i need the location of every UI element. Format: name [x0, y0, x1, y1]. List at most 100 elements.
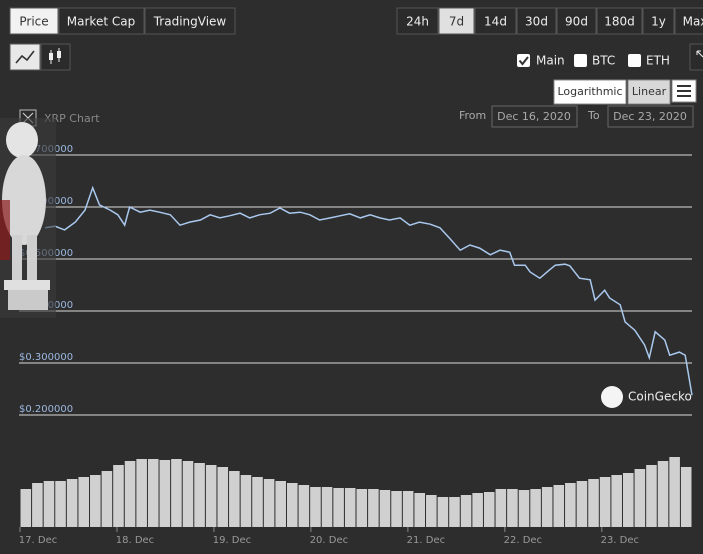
volume-bar [495, 489, 507, 527]
checkbox[interactable] [517, 54, 530, 67]
volume-bar [217, 467, 229, 527]
x-tick-label: 18. Dec [116, 535, 154, 546]
volume-bar [599, 477, 611, 527]
volume-bar [159, 460, 171, 527]
volume-bar [414, 493, 426, 527]
volume-bar [344, 488, 356, 527]
volume-bar [576, 481, 588, 527]
checkbox[interactable] [574, 54, 587, 67]
volume-bar [136, 459, 147, 527]
volume-bar [240, 475, 252, 527]
checkbox[interactable] [628, 54, 641, 67]
x-tick-label: 19. Dec [213, 535, 251, 546]
x-tick-label: 20. Dec [310, 535, 348, 546]
line-icon-button[interactable] [9, 43, 41, 71]
range-button[interactable] [674, 7, 703, 35]
line-icon [15, 50, 35, 64]
log-button[interactable] [553, 79, 627, 105]
volume-bar [321, 487, 333, 527]
logo: CoinGecko [601, 386, 692, 408]
volume-bar [634, 469, 646, 527]
scale-label: Linear [632, 85, 667, 98]
volume-bar [182, 461, 194, 527]
volume-bar [229, 471, 240, 527]
volume-bar [518, 490, 530, 527]
volume-bar [507, 489, 518, 527]
volume-bar [78, 477, 90, 527]
range-button[interactable] [556, 7, 597, 35]
range-label: Max [683, 15, 703, 29]
range-button[interactable] [642, 7, 675, 35]
x-tick-label: 22. Dec [504, 535, 542, 546]
range-label: 90d [565, 15, 588, 29]
volume-bar [20, 489, 32, 527]
scale-label: Logarithmic [557, 85, 622, 98]
tab-label: Price [19, 15, 48, 29]
volume-bar [286, 483, 298, 527]
linear-button[interactable] [627, 79, 671, 105]
volume-bar [310, 487, 321, 527]
to-label: To [587, 109, 600, 122]
volume-bar [298, 485, 310, 527]
range-label: 180d [604, 15, 635, 29]
tab[interactable] [58, 7, 145, 35]
range-button[interactable] [396, 7, 439, 35]
volume-bar [194, 463, 205, 527]
tab-label: TradingView [153, 15, 227, 29]
date-input[interactable] [607, 105, 694, 128]
series-label: XRP Chart [44, 112, 100, 125]
volume-bar [669, 457, 680, 527]
volume-bar [379, 490, 391, 527]
price-line [45, 185, 693, 396]
range-button[interactable] [596, 7, 643, 35]
date-value: Dec 16, 2020 [497, 110, 571, 123]
volume-bar [460, 495, 472, 527]
x-tick-label: 21. Dec [407, 535, 445, 546]
volume-bar [171, 459, 182, 527]
candle-icon-button[interactable] [40, 43, 71, 71]
volume-bar [483, 492, 495, 527]
volume-bar [205, 465, 217, 527]
volume-bar [437, 497, 449, 527]
volume-bar [368, 489, 379, 527]
x-tick-label: 23. Dec [601, 535, 639, 546]
volume-bar [426, 495, 437, 527]
statue-image [0, 118, 56, 318]
check-label: BTC [592, 54, 615, 68]
volume-bar [90, 475, 101, 527]
volume-bar [611, 475, 622, 527]
date-input[interactable] [491, 105, 578, 128]
volume-bar [147, 459, 159, 527]
range-button[interactable] [474, 7, 517, 35]
tab[interactable] [144, 7, 236, 35]
volume-bar [333, 488, 344, 527]
y-tick-label: $0.200000 [19, 404, 73, 415]
from-label: From [459, 109, 486, 122]
range-label: 14d [484, 15, 507, 29]
volume-bar [402, 491, 414, 527]
volume-bar [113, 465, 124, 527]
volume-bar [32, 483, 43, 527]
volume-bar [55, 481, 66, 527]
volume-bar [391, 491, 402, 527]
tab[interactable] [9, 7, 59, 35]
volume-bar [43, 481, 55, 527]
volume-bar [124, 461, 136, 527]
y-tick-label: $0.300000 [19, 352, 73, 363]
fullscreen-button[interactable] [689, 43, 703, 71]
range-button[interactable] [438, 7, 475, 35]
volume-bar [449, 497, 460, 527]
volume-bar [252, 477, 263, 527]
toolbar: Price Market Cap TradingView Main BTC ET… [9, 7, 703, 128]
volume-bar [263, 479, 275, 527]
range-button[interactable] [516, 7, 557, 35]
range-label: 30d [525, 15, 548, 29]
volume-bar [622, 473, 634, 527]
volume-bar [356, 489, 368, 527]
logo-text: CoinGecko [628, 390, 692, 404]
range-label: 1y [651, 15, 666, 29]
volume-bar [101, 471, 113, 527]
volume-bar [530, 489, 541, 527]
